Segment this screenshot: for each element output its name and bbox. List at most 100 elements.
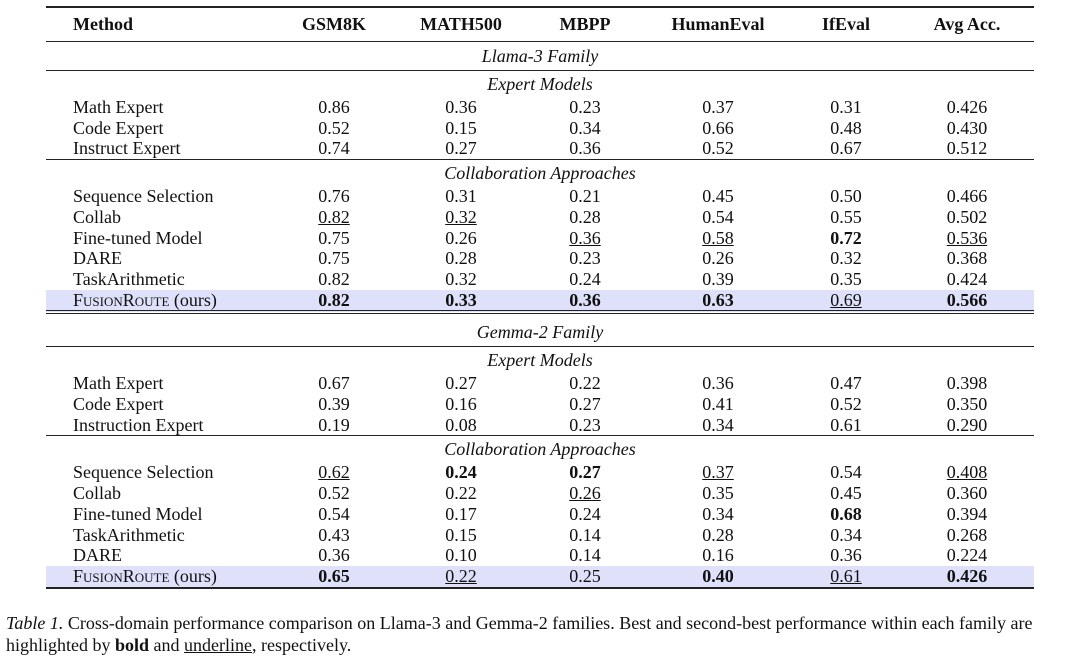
value-cell-gsm8k: 0.52 bbox=[272, 118, 396, 139]
value: 0.27 bbox=[569, 394, 601, 415]
value-cell-mbpp: 0.34 bbox=[526, 118, 644, 139]
value-cell-gsm8k: 0.82 bbox=[272, 289, 396, 315]
value-cell-mbpp: 0.28 bbox=[526, 207, 644, 228]
family-heading-row-label: Llama-3 Family bbox=[46, 41, 1034, 71]
underlined-value: 0.536 bbox=[946, 227, 988, 248]
value-cell-mbpp: 0.23 bbox=[526, 97, 644, 118]
value-cell-ifeval: 0.61 bbox=[792, 565, 900, 589]
caption-text-2: and bbox=[149, 635, 185, 655]
value-cell-math500: 0.10 bbox=[396, 545, 526, 566]
group-heading-row: Expert Models bbox=[46, 347, 1034, 374]
table-row: TaskArithmetic 0.43 0.15 0.14 0.28 0.34 0.268 bbox=[46, 525, 1034, 546]
value: 0.512 bbox=[946, 138, 988, 159]
value: 0.290 bbox=[946, 414, 988, 435]
value: 0.74 bbox=[318, 138, 350, 159]
value: 0.32 bbox=[830, 248, 862, 269]
value-cell-humaneval: 0.26 bbox=[644, 248, 792, 269]
value: 0.360 bbox=[946, 483, 988, 504]
value-cell-mbpp: 0.23 bbox=[526, 414, 644, 437]
value: 0.52 bbox=[830, 394, 862, 415]
value-cell-gsm8k: 0.82 bbox=[272, 207, 396, 228]
bold-value: 0.33 bbox=[445, 289, 477, 310]
value-cell-math500: 0.15 bbox=[396, 118, 526, 139]
value-cell-ifeval: 0.55 bbox=[792, 207, 900, 228]
table-row: Sequence Selection 0.62 0.24 0.27 0.37 0.54 0.… bbox=[46, 462, 1034, 483]
underlined-value: 0.22 bbox=[445, 565, 477, 586]
bold-value: 0.426 bbox=[946, 565, 988, 586]
value: 0.37 bbox=[702, 97, 734, 117]
value-cell-ifeval: 0.32 bbox=[792, 248, 900, 269]
table-row: Fine-tuned Model 0.54 0.17 0.24 0.34 0.68 0.39… bbox=[46, 504, 1034, 525]
value: 0.28 bbox=[445, 248, 477, 269]
value: 0.52 bbox=[702, 138, 734, 159]
value: 0.76 bbox=[318, 186, 350, 207]
value: 0.67 bbox=[830, 138, 862, 159]
value-cell-math500: 0.27 bbox=[396, 373, 526, 394]
bold-value: 0.65 bbox=[318, 565, 350, 586]
value-cell-mbpp: 0.25 bbox=[526, 565, 644, 589]
table-row: Math Expert 0.67 0.27 0.22 0.36 0.47 0.398 bbox=[46, 373, 1034, 394]
value: 0.430 bbox=[946, 117, 988, 138]
method-cell: Math Expert bbox=[73, 373, 164, 394]
value-cell-ifeval: 0.61 bbox=[792, 414, 900, 437]
value-cell-math500: 0.33 bbox=[396, 289, 526, 315]
table-row: DARE 0.36 0.10 0.14 0.16 0.36 0.224 bbox=[46, 545, 1034, 566]
value-cell-math500: 0.22 bbox=[396, 565, 526, 589]
method-cell: Instruction Expert bbox=[46, 414, 272, 437]
value: 0.82 bbox=[318, 268, 350, 289]
value: 0.67 bbox=[318, 373, 350, 394]
value-cell-mbpp: 0.14 bbox=[526, 545, 644, 566]
underlined-value: 0.32 bbox=[445, 206, 477, 227]
caption-text-1: Cross-domain performance comparison on L… bbox=[6, 613, 1033, 655]
value-cell-avg-acc: 0.466 bbox=[900, 186, 1034, 207]
table-row: Sequence Selection 0.76 0.31 0.21 0.45 0.50 0.… bbox=[46, 186, 1034, 207]
value: 0.47 bbox=[830, 373, 862, 394]
value-cell-gsm8k: 0.62 bbox=[272, 462, 396, 483]
table-row-ours: FusionRoute (ours) 0.82 0.33 0.36 0.63 0.69 0.… bbox=[46, 289, 1034, 315]
underlined-value: 0.62 bbox=[318, 462, 350, 483]
value-cell-ifeval: 0.31 bbox=[792, 97, 900, 118]
underlined-value: 0.61 bbox=[830, 565, 862, 586]
value: 0.75 bbox=[318, 227, 350, 248]
value-cell-avg-acc: 0.398 bbox=[900, 373, 1034, 394]
value: 0.34 bbox=[702, 503, 734, 524]
method-cell: Sequence Selection bbox=[73, 186, 214, 207]
value: 0.36 bbox=[702, 373, 734, 394]
value-cell-avg-acc: 0.430 bbox=[900, 118, 1034, 139]
value: 0.08 bbox=[445, 414, 477, 435]
value: 0.27 bbox=[445, 138, 477, 159]
value-cell-humaneval: 0.54 bbox=[644, 207, 792, 228]
table-row: Math Expert 0.86 0.36 0.23 0.37 0.31 0.426 bbox=[46, 97, 1034, 118]
method-cell: DARE bbox=[73, 248, 122, 269]
value: 0.36 bbox=[830, 545, 862, 566]
value-cell-humaneval: 0.58 bbox=[644, 228, 792, 249]
value: 0.34 bbox=[569, 117, 601, 138]
value-cell-gsm8k: 0.67 bbox=[272, 373, 396, 394]
value: 0.17 bbox=[445, 503, 477, 524]
value: 0.24 bbox=[569, 503, 601, 524]
group-heading-row: Collaboration Approaches bbox=[46, 436, 1034, 463]
caption-underline-word: underline bbox=[184, 635, 253, 655]
value-cell-ifeval: 0.67 bbox=[792, 138, 900, 161]
value-cell-mbpp: 0.27 bbox=[526, 462, 644, 483]
value-cell-humaneval: 0.28 bbox=[644, 525, 792, 546]
value-cell-mbpp: 0.14 bbox=[526, 525, 644, 546]
value-cell-humaneval: 0.41 bbox=[644, 394, 792, 415]
value: 0.55 bbox=[830, 206, 862, 227]
value-cell-humaneval: 0.39 bbox=[644, 269, 792, 290]
value: 0.14 bbox=[569, 524, 601, 545]
value-cell-humaneval: 0.37 bbox=[644, 97, 792, 118]
header-humaneval: HumanEval bbox=[644, 6, 792, 42]
value-cell-ifeval: 0.52 bbox=[792, 394, 900, 415]
value: 0.54 bbox=[702, 206, 734, 227]
value-cell-avg-acc: 0.536 bbox=[900, 228, 1034, 249]
bold-value: 0.68 bbox=[830, 503, 862, 524]
value-cell-mbpp: 0.23 bbox=[526, 248, 644, 269]
value-cell-mbpp: 0.21 bbox=[526, 186, 644, 207]
value: 0.52 bbox=[318, 117, 350, 138]
group-heading-row-label: Collaboration Approaches bbox=[444, 163, 636, 184]
value: 0.25 bbox=[569, 565, 601, 586]
value-cell-math500: 0.32 bbox=[396, 269, 526, 290]
value: 0.23 bbox=[569, 248, 601, 269]
